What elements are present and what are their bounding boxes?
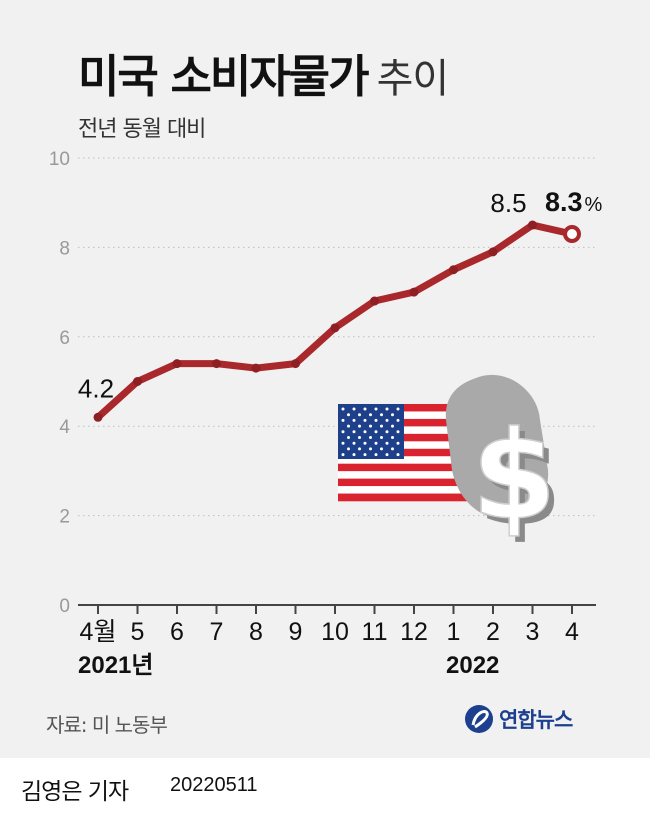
data-point-latest bbox=[563, 224, 581, 243]
x-tick-label: 12 bbox=[400, 618, 428, 646]
data-labels: 4.2 8.5 8.3% bbox=[78, 187, 603, 403]
series-line bbox=[93, 220, 581, 422]
footer: 김영은 기자 20220511 bbox=[0, 758, 650, 815]
data-point bbox=[528, 220, 537, 230]
data-point bbox=[291, 359, 300, 369]
x-tick-label: 4 bbox=[565, 618, 579, 646]
x-tick-label: 11 bbox=[362, 618, 388, 646]
data-point bbox=[330, 323, 340, 333]
y-tick-label: 8 bbox=[59, 238, 70, 259]
x-tick-label: 1 bbox=[447, 618, 461, 646]
y-tick-label: 4 bbox=[59, 417, 70, 438]
data-point bbox=[409, 287, 419, 297]
y-tick-label: 10 bbox=[49, 149, 70, 170]
x-tick-label: 3 bbox=[526, 618, 540, 646]
data-point bbox=[488, 247, 498, 257]
y-axis-ticks: 0 2 4 6 8 10 bbox=[49, 149, 71, 617]
source-note: 자료: 미 노동부 bbox=[46, 713, 168, 737]
x-tick-label: 4월 bbox=[80, 618, 117, 646]
publish-date: 20220511 bbox=[170, 774, 258, 796]
y-tick-label: 0 bbox=[59, 596, 70, 617]
x-tick-label: 2 bbox=[486, 618, 500, 646]
x-tick-label: 8 bbox=[249, 618, 263, 646]
reporter-name: 김영은 기자 bbox=[21, 779, 129, 805]
data-label-peak: 8.5 bbox=[490, 188, 526, 218]
brand-name: 연합뉴스 bbox=[499, 708, 573, 732]
x-tick-label: 7 bbox=[210, 618, 224, 646]
data-point bbox=[449, 265, 458, 275]
x-tick-label: 9 bbox=[289, 618, 303, 646]
data-label-latest: 8.3% bbox=[545, 187, 603, 217]
data-point bbox=[93, 412, 103, 422]
yonhap-logo-icon bbox=[465, 705, 493, 733]
year-label-2021: 2021년 bbox=[78, 652, 153, 679]
us-flag-icon bbox=[338, 404, 488, 502]
brand: 연합뉴스 bbox=[463, 703, 573, 735]
data-point bbox=[251, 363, 261, 373]
x-tick-label: 6 bbox=[170, 618, 184, 646]
y-tick-label: 2 bbox=[59, 507, 70, 528]
dollar-sign-icon: $ $ bbox=[445, 374, 563, 553]
x-tick-label: 5 bbox=[131, 618, 145, 646]
data-point bbox=[212, 359, 221, 369]
x-tick-label: 10 bbox=[321, 618, 349, 646]
title-light: 추이 bbox=[376, 56, 450, 102]
data-label-first: 4.2 bbox=[78, 373, 114, 403]
title-bold: 미국 소비자물가 bbox=[78, 50, 369, 103]
year-label-2022: 2022 bbox=[446, 652, 499, 679]
gridlines bbox=[78, 157, 596, 517]
data-point bbox=[133, 377, 142, 386]
chart-title: 미국 소비자물가 추이 bbox=[78, 40, 450, 105]
chart-subtitle: 전년 동월 대비 bbox=[78, 117, 206, 142]
svg-text:$: $ bbox=[478, 411, 563, 553]
svg-text:$: $ bbox=[472, 405, 557, 547]
data-point bbox=[172, 359, 182, 369]
data-point bbox=[370, 296, 379, 306]
y-tick-label: 6 bbox=[59, 328, 70, 349]
